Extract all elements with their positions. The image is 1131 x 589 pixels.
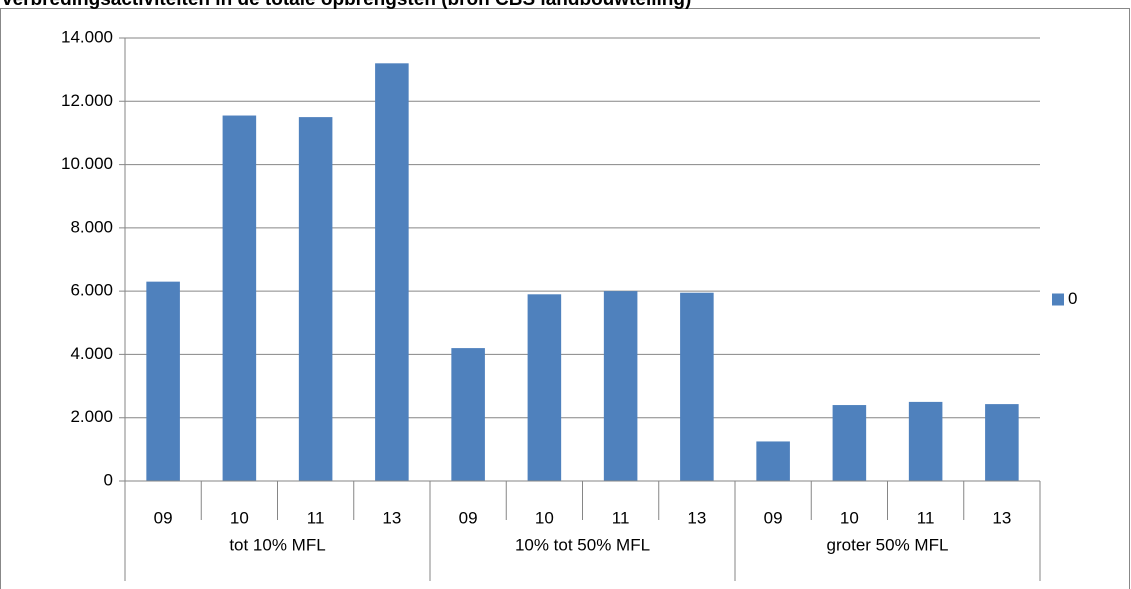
- bar: [908, 401, 943, 481]
- x-tick-label: 10: [535, 508, 554, 527]
- x-tick-label: 13: [382, 508, 401, 527]
- bar: [985, 404, 1019, 481]
- bar: [756, 441, 790, 481]
- group-label: groter 50% MFL: [827, 535, 949, 554]
- x-tick-label: 13: [992, 508, 1011, 527]
- chart-title: verbredingsactiviteiten in de totale opb…: [2, 0, 691, 10]
- bar: [680, 292, 714, 481]
- bar: [832, 405, 867, 481]
- y-tick-label: 2.000: [70, 407, 113, 426]
- x-tick-label: 11: [612, 508, 630, 527]
- bar: [451, 348, 485, 481]
- x-tick-label: 11: [307, 508, 325, 527]
- group-label: 10% tot 50% MFL: [515, 535, 650, 554]
- y-tick-label: 14.000: [61, 27, 113, 46]
- chart-frame: [0, 8, 1130, 589]
- x-tick-label: 13: [687, 508, 706, 527]
- y-tick-label: 0: [104, 470, 113, 489]
- x-tick-label: 09: [459, 508, 478, 527]
- legend-label: 0: [1068, 289, 1077, 308]
- group-label: tot 10% MFL: [229, 535, 325, 554]
- x-tick-label: 10: [230, 508, 249, 527]
- y-tick-label: 4.000: [70, 344, 113, 363]
- bar: [375, 63, 409, 482]
- y-tick-label: 8.000: [70, 217, 113, 236]
- y-tick-label: 12.000: [61, 91, 113, 110]
- bar: [603, 291, 638, 481]
- y-tick-label: 10.000: [61, 154, 113, 173]
- x-tick-label: 11: [917, 508, 935, 527]
- bar: [527, 294, 562, 481]
- legend-swatch: [1052, 293, 1064, 306]
- x-tick-label: 09: [154, 508, 173, 527]
- bar: [222, 115, 257, 482]
- y-tick-label: 6.000: [70, 281, 113, 300]
- bar: [146, 281, 180, 481]
- x-tick-label: 09: [764, 508, 783, 527]
- bar: [298, 117, 333, 481]
- x-tick-label: 10: [840, 508, 859, 527]
